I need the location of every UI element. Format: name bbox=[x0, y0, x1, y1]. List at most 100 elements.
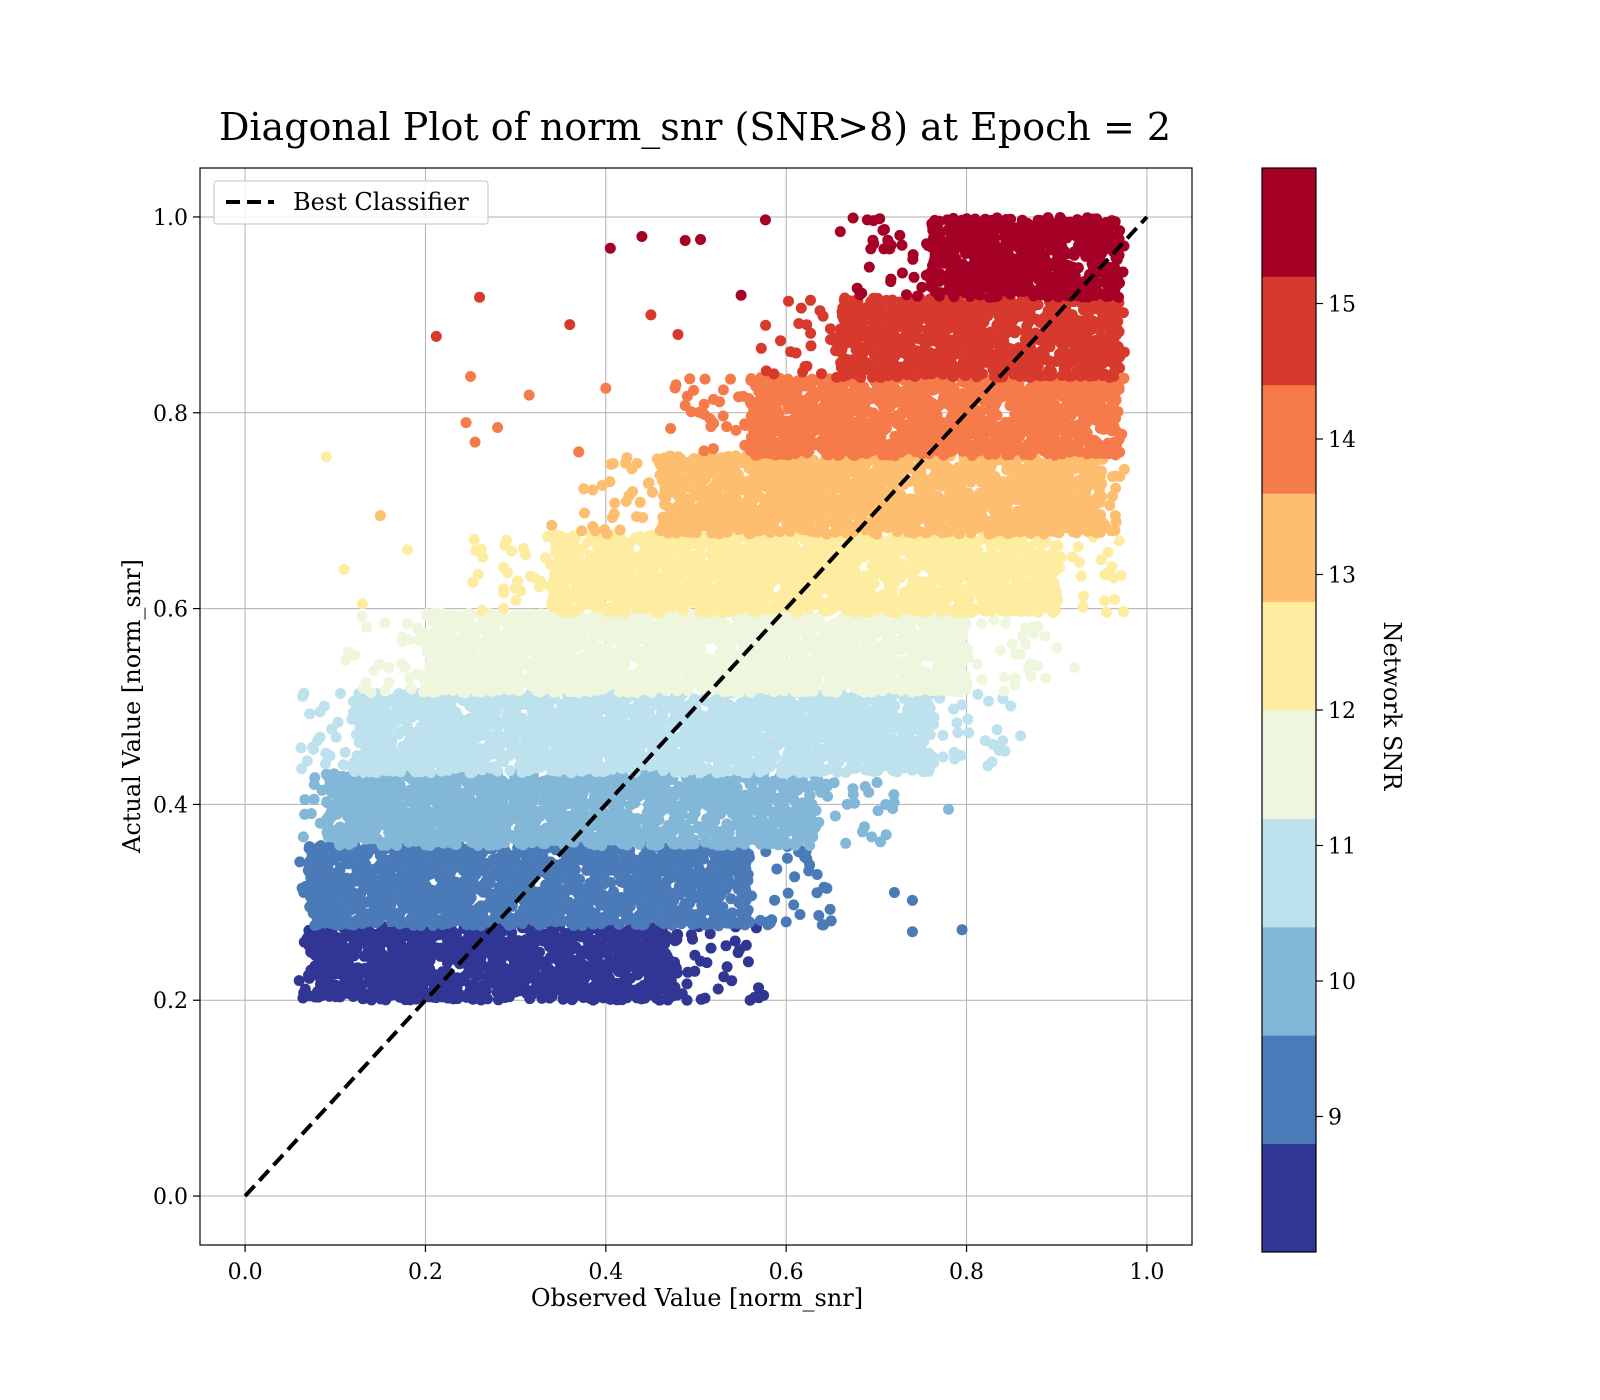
scatter-point bbox=[385, 805, 397, 817]
scatter-point bbox=[406, 884, 417, 896]
scatter-point bbox=[469, 987, 481, 999]
scatter-point bbox=[353, 904, 365, 916]
scatter-point bbox=[739, 919, 751, 931]
scatter-point bbox=[659, 962, 671, 974]
scatter-point bbox=[735, 906, 747, 918]
scatter-point bbox=[491, 933, 503, 945]
scatter-point bbox=[596, 913, 608, 925]
scatter-point bbox=[673, 889, 685, 901]
scatter-point bbox=[804, 840, 816, 851]
scatter-point bbox=[488, 945, 500, 957]
scatter-point bbox=[629, 797, 641, 809]
scatter-point bbox=[655, 879, 667, 891]
scatter-point bbox=[344, 783, 356, 795]
scatter-point bbox=[680, 863, 692, 875]
scatter-point bbox=[464, 894, 476, 906]
scatter-point bbox=[452, 993, 463, 1005]
scatter-point bbox=[445, 835, 457, 847]
scatter-point bbox=[334, 791, 346, 803]
scatter-point bbox=[417, 781, 429, 793]
scatter-point bbox=[537, 776, 549, 787]
scatter-point bbox=[708, 865, 720, 877]
scatter-point bbox=[449, 906, 461, 918]
scatter-point bbox=[650, 944, 662, 956]
scatter-point bbox=[424, 826, 436, 837]
scatter-point bbox=[673, 912, 684, 924]
scatter-point bbox=[366, 892, 378, 904]
scatter-point bbox=[759, 817, 771, 829]
scatter-point bbox=[379, 925, 391, 937]
scatter-point bbox=[435, 942, 447, 954]
scatter-point bbox=[329, 808, 341, 819]
scatter-point bbox=[524, 934, 536, 946]
scatter-point bbox=[437, 883, 449, 895]
scatter-point bbox=[670, 814, 682, 826]
scatter-point bbox=[810, 805, 822, 816]
scatter-point bbox=[524, 971, 536, 983]
scatter-point bbox=[781, 852, 793, 864]
scatter-point bbox=[407, 936, 419, 948]
scatter-point bbox=[511, 861, 523, 873]
scatter-point bbox=[681, 978, 693, 990]
scatter-point bbox=[424, 897, 436, 909]
scatter-point bbox=[644, 829, 656, 841]
scatter-point bbox=[566, 850, 578, 862]
scatter-point bbox=[771, 863, 783, 875]
scatter-point bbox=[313, 917, 325, 929]
scatter-point bbox=[345, 942, 357, 954]
scatter-point bbox=[385, 989, 397, 1001]
scatter-point bbox=[689, 965, 701, 977]
scatter-point bbox=[716, 794, 727, 806]
scatter-point bbox=[736, 873, 748, 885]
scatter-point bbox=[370, 917, 382, 929]
scatter-point bbox=[384, 795, 396, 807]
scatter-point bbox=[468, 978, 480, 990]
scatter-point bbox=[664, 986, 676, 998]
scatter-point bbox=[379, 837, 391, 849]
scatter-point bbox=[305, 808, 317, 820]
scatter-point bbox=[309, 772, 321, 784]
scatter-point bbox=[603, 850, 615, 861]
scatter-point bbox=[303, 969, 314, 981]
scatter-point bbox=[664, 849, 676, 861]
scatter-point bbox=[721, 781, 733, 793]
scatter-point bbox=[570, 941, 582, 953]
scatter-point bbox=[408, 786, 420, 798]
scatter-point bbox=[364, 926, 376, 938]
scatter-point bbox=[722, 853, 734, 865]
scatter-point bbox=[311, 857, 323, 869]
scatter-point bbox=[745, 779, 757, 791]
scatter-point bbox=[840, 837, 852, 849]
scatter-point bbox=[308, 793, 320, 805]
scatter-point bbox=[748, 816, 759, 828]
scatter-point bbox=[425, 942, 437, 954]
scatter-point bbox=[447, 863, 459, 874]
scatter-point bbox=[626, 989, 638, 1001]
scatter-point bbox=[436, 919, 448, 930]
plot-area bbox=[199, 167, 1193, 1246]
scatter-point bbox=[342, 808, 354, 820]
scatter-point bbox=[562, 810, 574, 822]
scatter-point bbox=[635, 945, 647, 957]
scatter-point bbox=[824, 903, 836, 915]
scatter-point bbox=[350, 855, 362, 867]
scatter-point bbox=[354, 915, 366, 927]
scatter-point bbox=[575, 803, 587, 815]
scatter-point bbox=[736, 809, 748, 821]
scatter-point bbox=[518, 903, 529, 915]
scatter-point bbox=[568, 920, 580, 931]
scatter-point bbox=[799, 851, 811, 863]
scatter-point bbox=[529, 944, 541, 956]
scatter-point bbox=[615, 859, 627, 871]
scatter-point bbox=[501, 895, 513, 907]
scatter-point bbox=[671, 800, 683, 812]
scatter-point bbox=[357, 884, 369, 896]
scatter-point bbox=[422, 839, 434, 851]
scatter-point bbox=[746, 890, 757, 902]
scatter-point bbox=[593, 940, 605, 951]
scatter-point bbox=[320, 908, 331, 920]
scatter-point bbox=[488, 956, 500, 968]
scatter-point bbox=[459, 863, 471, 875]
scatter-point bbox=[513, 963, 525, 975]
scatter-point bbox=[659, 936, 671, 948]
